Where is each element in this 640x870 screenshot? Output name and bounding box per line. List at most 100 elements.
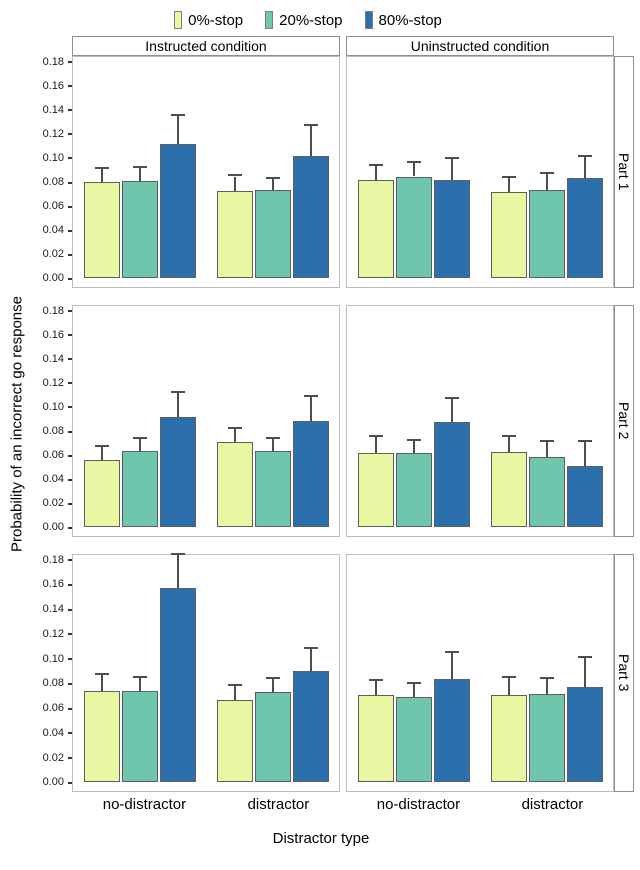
bar-slot [216, 555, 253, 791]
y-tick-mark [68, 157, 72, 160]
bar-slot [292, 306, 329, 536]
bar-slot [216, 306, 253, 536]
bar-slot [159, 553, 196, 791]
error-bar-cap [501, 675, 516, 678]
y-tick-mark [68, 61, 72, 64]
bar-no-distractor-80%-stop [159, 144, 196, 279]
error-bar-stem [100, 675, 103, 692]
error-bar-stem [583, 157, 586, 178]
bar-distractor-80%-stop [292, 420, 329, 528]
error-bar-cap [368, 435, 383, 438]
bar-slot [566, 306, 603, 536]
y-axis-ticks-part-2: 0.00 0.02 0.04 0.06 0.08 0.10 0.12 0.14 0.16 0.18 [28, 305, 72, 537]
error-bar-cap [94, 673, 109, 676]
error-bar-cap [265, 176, 280, 179]
error-bar-stem [412, 163, 415, 177]
bar-slot [292, 57, 329, 287]
y-axis-ticks-part-3: 0.00 0.02 0.04 0.06 0.08 0.10 0.12 0.14 0.16 0.18 [28, 554, 72, 792]
error-bar-cap [94, 167, 109, 170]
x-tick-label-distractor: distractor [247, 796, 310, 813]
error-bar-cap [444, 156, 459, 159]
error-bar-stem [176, 555, 179, 589]
facet-grid: Probability of an incorrect go response … [6, 36, 634, 856]
error-bar-stem [138, 438, 141, 451]
error-bar-stem [271, 438, 274, 451]
error-bar-stem [545, 678, 548, 694]
y-tick-label: 0.06 [42, 449, 64, 462]
error-bar-cap [539, 676, 554, 679]
bar-group-distractor [206, 555, 339, 791]
error-bar-cap [227, 174, 242, 177]
error-bar-cap [444, 651, 459, 654]
error-bar-cap [303, 394, 318, 397]
bar-no-distractor-20%-stop [121, 450, 158, 528]
bar-slot [528, 57, 565, 287]
panel-part3-uninstructed [346, 554, 614, 792]
y-tick-mark [68, 277, 72, 280]
bar-no-distractor-20%-stop [395, 452, 432, 528]
bar-group-no-distractor [73, 57, 206, 287]
y-tick-mark [68, 526, 72, 529]
panel-part1-uninstructed [346, 56, 614, 288]
error-bar-stem [233, 176, 236, 191]
bar-no-distractor-20%-stop [121, 181, 158, 279]
y-tick-label: 0.02 [42, 497, 64, 510]
error-bar-cap [94, 445, 109, 447]
bar-slot [528, 555, 565, 791]
y-tick-label: 0.18 [42, 304, 64, 317]
bar-no-distractor-20%-stop [395, 697, 432, 782]
y-tick-mark [68, 406, 72, 409]
legend-label: 80%-stop [378, 11, 442, 29]
y-tick-label: 0.10 [42, 400, 64, 413]
error-bar-stem [233, 686, 236, 700]
panel-part1-instructed [72, 56, 340, 288]
bar-group-no-distractor [347, 306, 480, 536]
legend-swatch-0-stop [174, 11, 183, 29]
y-tick-mark [68, 430, 72, 433]
x-tick-labels-instructed: no-distractor distractor [72, 792, 340, 818]
bar-distractor-0%-stop [216, 442, 253, 528]
bar-slot [395, 57, 432, 287]
y-tick-mark [68, 608, 72, 611]
bar-distractor-80%-stop [292, 156, 329, 279]
y-tick-label: 0.08 [42, 677, 64, 690]
y-tick-mark [68, 85, 72, 88]
bar-slot [490, 306, 527, 536]
y-tick-mark [68, 583, 72, 586]
bar-slot [566, 555, 603, 791]
bar-distractor-20%-stop [528, 189, 565, 279]
error-bar-cap [227, 427, 242, 430]
bar-slot [83, 306, 120, 536]
error-bar-stem [176, 115, 179, 145]
bar-slot [121, 306, 158, 536]
legend-label: 20%-stop [279, 11, 343, 29]
legend-item-80-stop: 80%-stop [364, 11, 442, 29]
y-tick-mark [68, 454, 72, 457]
error-bar-cap [501, 435, 516, 438]
error-bar-stem [507, 437, 510, 452]
bar-slot [433, 306, 470, 536]
legend-item-0-stop: 0%-stop [174, 11, 243, 29]
y-tick-label: 0.00 [42, 521, 64, 534]
y-tick-label: 0.12 [42, 376, 64, 389]
error-bar-stem [233, 429, 236, 443]
y-tick-mark [68, 229, 72, 232]
y-tick-label: 0.12 [42, 127, 64, 140]
bar-slot [83, 555, 120, 791]
x-tick-labels-uninstructed: no-distractor distractor [346, 792, 614, 818]
y-tick-label: 0.06 [42, 702, 64, 715]
error-bar-cap [170, 113, 185, 116]
bar-group-no-distractor [347, 57, 480, 287]
error-bar-cap [539, 172, 554, 175]
y-tick-mark [68, 310, 72, 313]
bar-slot [292, 555, 329, 791]
y-tick-mark [68, 559, 72, 562]
bar-slot [433, 555, 470, 791]
panel-part2-instructed [72, 305, 340, 537]
y-tick-label: 0.00 [42, 272, 64, 285]
legend-swatch-80-stop [364, 11, 373, 29]
bar-no-distractor-0%-stop [357, 180, 394, 279]
y-tick-mark [68, 658, 72, 661]
error-bar-cap [265, 676, 280, 679]
bar-no-distractor-80%-stop [433, 180, 470, 279]
